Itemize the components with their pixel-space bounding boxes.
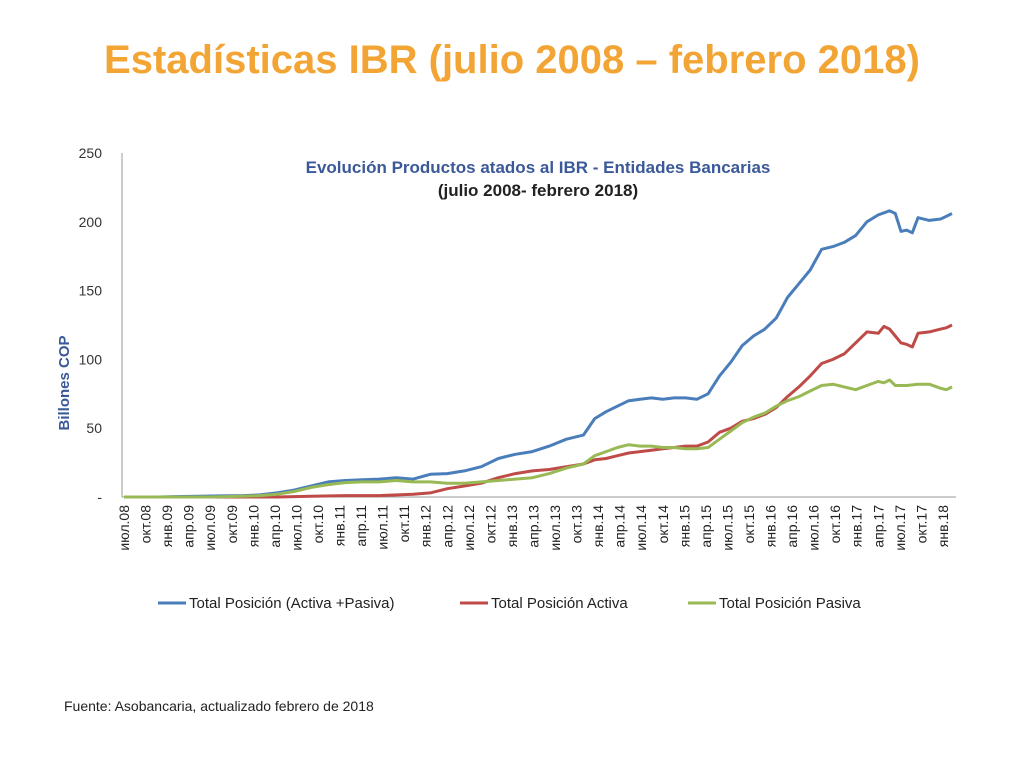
legend-label-3: Total Posición Pasiva	[719, 595, 861, 612]
line-chart: Evolución Productos atados al IBR - Enti…	[56, 145, 956, 612]
x-tick-label: янв.09	[159, 505, 175, 547]
x-tick-label: июл.09	[202, 505, 218, 551]
x-tick-label: июл.10	[288, 505, 304, 551]
x-tick-label: окт.13	[569, 505, 585, 544]
x-tick-label: апр.13	[525, 505, 541, 548]
x-tick-label: апр.12	[439, 505, 455, 548]
x-tick-label: апр.09	[181, 505, 197, 548]
series-line-3	[124, 378, 953, 499]
legend-label-1: Total Posición (Activa +Pasiva)	[189, 595, 395, 612]
x-axis-ticks: июл.08 окт.08 янв.09 апр.09 июл.09 окт.09 янв.…	[116, 505, 951, 551]
x-tick-label: апр.17	[870, 505, 886, 548]
y-tick-label: 100	[79, 351, 103, 367]
x-tick-label: окт.10	[310, 505, 326, 544]
x-tick-label: янв.12	[418, 505, 434, 547]
x-tick-label: янв.11	[332, 505, 348, 546]
x-tick-label: июл.15	[719, 505, 735, 551]
x-tick-label: окт.08	[138, 505, 154, 544]
x-tick-label: апр.16	[784, 505, 800, 548]
x-tick-label: янв.16	[763, 505, 779, 547]
x-tick-label: апр.10	[267, 505, 283, 548]
y-tick-label: 200	[79, 214, 103, 230]
x-tick-label: окт.12	[482, 505, 498, 544]
x-tick-label: янв.10	[245, 505, 261, 547]
legend: Total Posición (Activa +Pasiva) Total Pos…	[158, 595, 861, 612]
y-tick-label: -	[97, 489, 102, 505]
x-tick-label: июл.16	[806, 505, 822, 551]
x-tick-label: янв.15	[676, 505, 692, 547]
x-tick-label: июл.17	[892, 505, 908, 551]
x-tick-label: апр.14	[612, 505, 628, 548]
series-line-2	[124, 323, 953, 499]
x-tick-label: июл.08	[116, 505, 132, 551]
x-tick-label: апр.11	[353, 505, 369, 547]
y-tick-label: 50	[86, 420, 102, 436]
x-tick-label: апр.15	[698, 505, 714, 548]
series-lines	[124, 209, 953, 499]
y-tick-label: 250	[79, 145, 103, 161]
chart-title: Evolución Productos atados al IBR - Enti…	[306, 158, 771, 177]
y-tick-label: 150	[79, 283, 103, 299]
x-tick-label: окт.14	[655, 505, 671, 544]
x-tick-label: окт.09	[224, 505, 240, 544]
x-tick-label: янв.13	[504, 505, 520, 547]
slide-title: Estadísticas IBR (julio 2008 – febrero 2…	[104, 38, 920, 82]
x-tick-label: янв.18	[935, 505, 951, 547]
chart-subtitle: (julio 2008- febrero 2018)	[438, 181, 638, 200]
x-tick-label: окт.11	[396, 505, 412, 543]
x-tick-label: июл.14	[633, 505, 649, 551]
x-tick-label: июл.12	[461, 505, 477, 551]
y-axis-label: Billones COP	[56, 335, 73, 430]
x-tick-label: окт.15	[741, 505, 757, 544]
x-tick-label: июл.11	[375, 505, 391, 550]
x-tick-label: окт.16	[827, 505, 843, 544]
series-line-1	[124, 209, 953, 499]
x-tick-label: окт.17	[913, 505, 929, 544]
y-axis-ticks: - 50 100 150 200 250	[79, 145, 103, 505]
x-tick-label: июл.13	[547, 505, 563, 551]
x-tick-label: янв.17	[849, 505, 865, 547]
legend-label-2: Total Posición Activa	[491, 595, 628, 612]
x-tick-label: янв.14	[590, 505, 606, 547]
source-note: Fuente: Asobancaria, actualizado febrero…	[64, 698, 374, 714]
